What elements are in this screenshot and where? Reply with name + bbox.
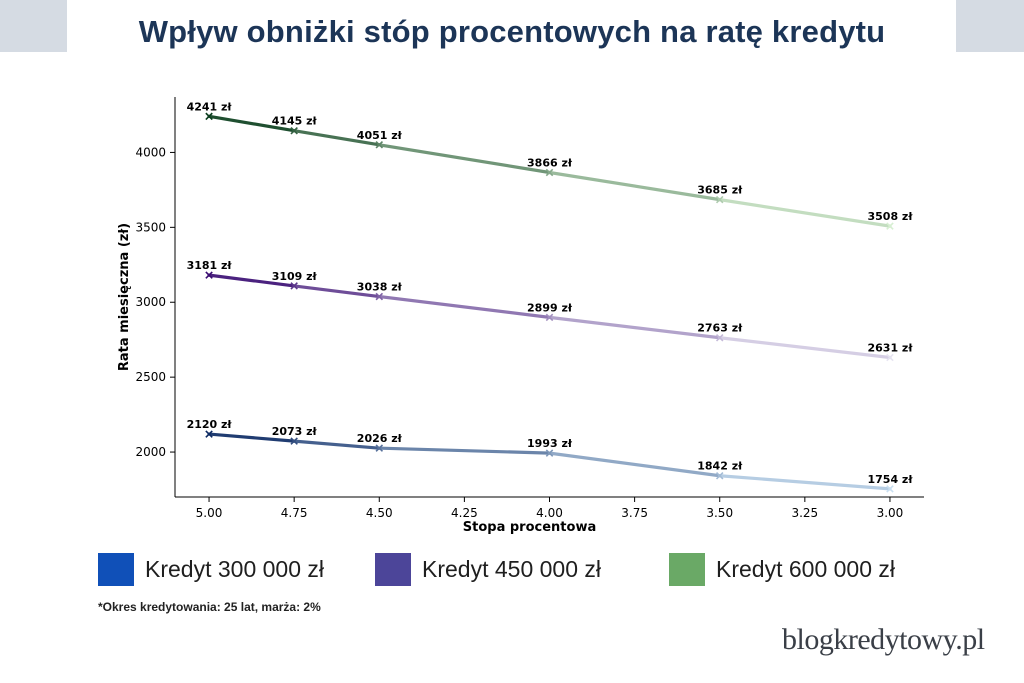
series-0-segment (718, 474, 892, 491)
legend-item-300k: Kredyt 300 000 zł (98, 551, 324, 587)
series-1-point (886, 353, 894, 362)
series-0-data-label: 1842 zł (697, 460, 743, 473)
series-0-data-label: 2120 zł (187, 418, 233, 431)
series-1-data-label: 2899 zł (527, 301, 573, 314)
series-0-point (205, 430, 213, 438)
series-0-point (290, 437, 298, 445)
series-2-point (375, 141, 384, 149)
series-1-segment (292, 284, 381, 299)
logo-text: blogkredytowy.pl (782, 623, 985, 656)
series-0-point (886, 485, 894, 493)
x-tick-label: 5.00 (196, 506, 223, 520)
series-2-data-label: 3508 zł (867, 210, 913, 223)
series-1-data-label: 2763 zł (697, 322, 743, 335)
legend-label-300k: Kredyt 300 000 zł (145, 555, 325, 582)
series-1-point (545, 313, 554, 322)
page-title: Wpływ obniżki stóp procentowych na ratę … (138, 14, 886, 49)
series-2-point (545, 168, 554, 177)
series-0-data-label: 1993 zł (527, 437, 573, 450)
series-1-data-label: 3109 zł (272, 270, 318, 283)
series-1-data-label: 3038 zł (357, 281, 403, 294)
series-2-data-label: 3866 zł (527, 157, 573, 170)
x-tick-label: 3.50 (706, 506, 733, 520)
footnote: *Okres kredytowania: 25 lat, marża: 2% (98, 600, 321, 614)
corner-decoration-right (956, 0, 1024, 52)
y-tick-label: 4000 (135, 145, 166, 159)
series-1-segment (547, 315, 722, 340)
series-2-segment (547, 170, 722, 202)
series-0-segment (207, 432, 296, 443)
corner-decoration-left (0, 0, 67, 52)
y-tick-label: 2000 (135, 445, 166, 459)
series-1-point (715, 333, 724, 342)
series-2-point (886, 222, 894, 230)
y-tick-label: 2500 (135, 370, 166, 384)
x-tick-label: 4.00 (536, 506, 563, 520)
series-1-point (375, 292, 384, 301)
legend-swatch-600k (669, 552, 705, 586)
x-tick-label: 3.00 (877, 506, 904, 520)
series-2-data-label: 4051 zł (357, 129, 403, 142)
x-tick-label: 4.50 (366, 506, 393, 520)
series-2-data-label: 4145 zł (272, 115, 318, 128)
legend-item-600k: Kredyt 600 000 zł (669, 551, 895, 587)
series-1-segment (207, 273, 296, 288)
series-0-data-label: 1754 zł (867, 473, 913, 486)
legend-item-450k: Kredyt 450 000 zł (375, 551, 601, 587)
legend: Kredyt 300 000 zł Kredyt 450 000 zł Kred… (98, 551, 918, 587)
series-1-segment (718, 336, 892, 360)
series-0-segment (292, 439, 381, 450)
series-0-segment (377, 446, 552, 455)
series-2-data-label: 4241 zł (187, 100, 233, 113)
y-tick-label: 3500 (135, 220, 166, 234)
legend-swatch-300k (98, 552, 134, 586)
series-2-segment (292, 129, 381, 147)
x-axis-label: Stopa procentowa (463, 520, 596, 535)
y-axis-label: Rata miesięczna (zł) (117, 223, 132, 371)
series-2-segment (377, 143, 552, 175)
legend-swatch-450k (375, 552, 411, 586)
series-2-segment (718, 198, 892, 228)
series-2-data-label: 3685 zł (697, 184, 743, 197)
x-tick-label: 4.75 (281, 506, 308, 520)
series-1-point (205, 271, 213, 279)
series-2-point (715, 195, 724, 204)
x-tick-label: 3.25 (791, 506, 818, 520)
series-0-point (715, 471, 724, 480)
series-2-point (290, 126, 298, 135)
series-0-point (375, 444, 384, 452)
series-0-data-label: 2026 zł (357, 432, 403, 445)
series-1-data-label: 2631 zł (867, 342, 913, 355)
x-tick-label: 3.75 (621, 506, 648, 520)
series-2-segment (207, 114, 296, 133)
series-0-segment (547, 451, 722, 478)
series-1-point (290, 282, 298, 290)
series-2-point (205, 112, 213, 121)
series-1-segment (377, 294, 552, 319)
series-0-point (545, 449, 554, 457)
series-1-data-label: 3181 zł (187, 259, 233, 272)
series-0-data-label: 2073 zł (272, 425, 318, 438)
legend-label-450k: Kredyt 450 000 zł (422, 555, 602, 582)
legend-label-600k: Kredyt 600 000 zł (716, 555, 896, 582)
x-tick-label: 4.25 (451, 506, 478, 520)
y-tick-label: 3000 (135, 295, 166, 309)
